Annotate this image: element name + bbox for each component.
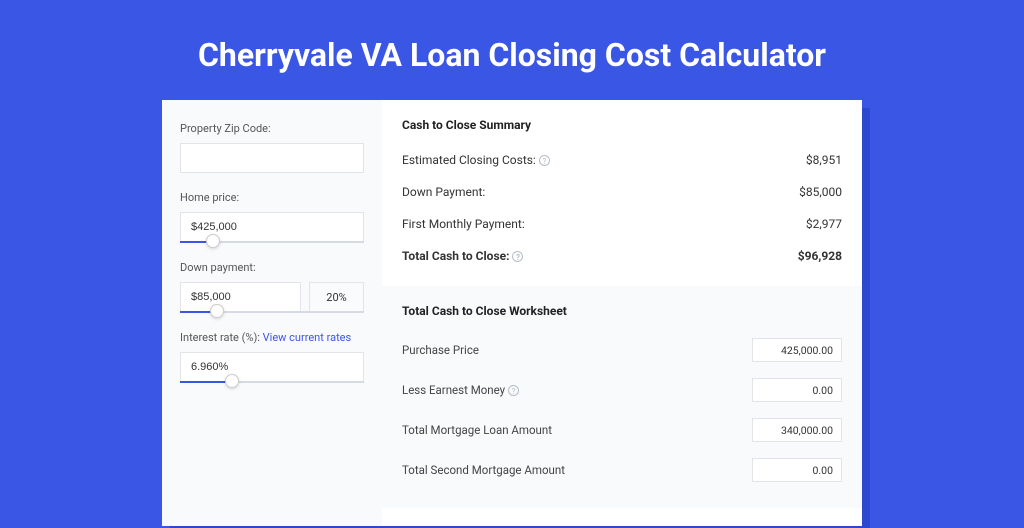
down-payment-slider[interactable]: [180, 311, 364, 313]
home-price-label: Home price:: [180, 191, 364, 204]
home-price-field: Home price:: [180, 191, 364, 243]
worksheet-row: Total Mortgage Loan Amount 340,000.00: [402, 410, 842, 450]
summary-row: Estimated Closing Costs:? $8,951: [402, 144, 842, 176]
zip-label: Property Zip Code:: [180, 122, 364, 135]
summary-row-label: Down Payment:: [402, 185, 485, 199]
summary-title: Cash to Close Summary: [402, 118, 842, 132]
home-price-slider-thumb[interactable]: [206, 234, 220, 248]
worksheet-row-label: Purchase Price: [402, 343, 479, 357]
interest-label-text: Interest rate (%):: [180, 331, 263, 344]
summary-row-label: Estimated Closing Costs:?: [402, 153, 550, 167]
summary-rows: Estimated Closing Costs:? $8,951 Down Paym…: [402, 144, 842, 272]
page-title: Cherryvale VA Loan Closing Cost Calculat…: [0, 0, 1024, 100]
summary-row-value: $8,951: [806, 153, 842, 167]
interest-input[interactable]: [180, 352, 364, 382]
summary-row-label: Total Cash to Close:?: [402, 249, 523, 263]
summary-row-value: $85,000: [799, 185, 842, 199]
worksheet-row: Total Second Mortgage Amount 0.00: [402, 450, 842, 490]
summary-row: Total Cash to Close:? $96,928: [402, 240, 842, 272]
results-column: Cash to Close Summary Estimated Closing …: [382, 100, 862, 526]
worksheet-rows: Purchase Price 425,000.00 Less Earnest Mon…: [402, 330, 842, 490]
interest-slider[interactable]: [180, 381, 364, 383]
worksheet-panel: Total Cash to Close Worksheet Purchase P…: [382, 286, 862, 508]
calculator-wrap: Property Zip Code: Home price: Down paym…: [162, 100, 862, 526]
help-icon[interactable]: ?: [539, 155, 550, 166]
help-icon[interactable]: ?: [512, 251, 523, 262]
summary-row-value: $96,928: [798, 249, 842, 263]
down-payment-label: Down payment:: [180, 261, 364, 274]
worksheet-row-label: Total Mortgage Loan Amount: [402, 423, 552, 437]
down-payment-field: Down payment: 20%: [180, 261, 364, 313]
worksheet-row-value[interactable]: 425,000.00: [752, 338, 842, 362]
worksheet-row-label: Total Second Mortgage Amount: [402, 463, 565, 477]
down-payment-input[interactable]: [180, 282, 301, 312]
help-icon[interactable]: ?: [508, 385, 519, 396]
down-payment-pct[interactable]: 20%: [309, 282, 364, 312]
summary-row-value: $2,977: [806, 217, 842, 231]
worksheet-title: Total Cash to Close Worksheet: [402, 304, 842, 318]
form-column: Property Zip Code: Home price: Down paym…: [162, 100, 382, 526]
interest-label: Interest rate (%): View current rates: [180, 331, 364, 344]
worksheet-row: Less Earnest Money? 0.00: [402, 370, 842, 410]
worksheet-row-value[interactable]: 340,000.00: [752, 418, 842, 442]
summary-row: Down Payment: $85,000: [402, 176, 842, 208]
worksheet-row-value[interactable]: 0.00: [752, 458, 842, 482]
worksheet-row-value[interactable]: 0.00: [752, 378, 842, 402]
summary-row: First Monthly Payment: $2,977: [402, 208, 842, 240]
worksheet-row-label: Less Earnest Money?: [402, 383, 519, 397]
interest-slider-thumb[interactable]: [225, 374, 239, 388]
summary-row-label: First Monthly Payment:: [402, 217, 525, 231]
zip-input[interactable]: [180, 143, 364, 173]
view-rates-link[interactable]: View current rates: [263, 331, 352, 344]
interest-field: Interest rate (%): View current rates: [180, 331, 364, 383]
worksheet-row: Purchase Price 425,000.00: [402, 330, 842, 370]
down-payment-slider-thumb[interactable]: [210, 304, 224, 318]
calculator-panel: Property Zip Code: Home price: Down paym…: [162, 100, 862, 526]
zip-field: Property Zip Code:: [180, 122, 364, 173]
home-price-slider[interactable]: [180, 241, 364, 243]
